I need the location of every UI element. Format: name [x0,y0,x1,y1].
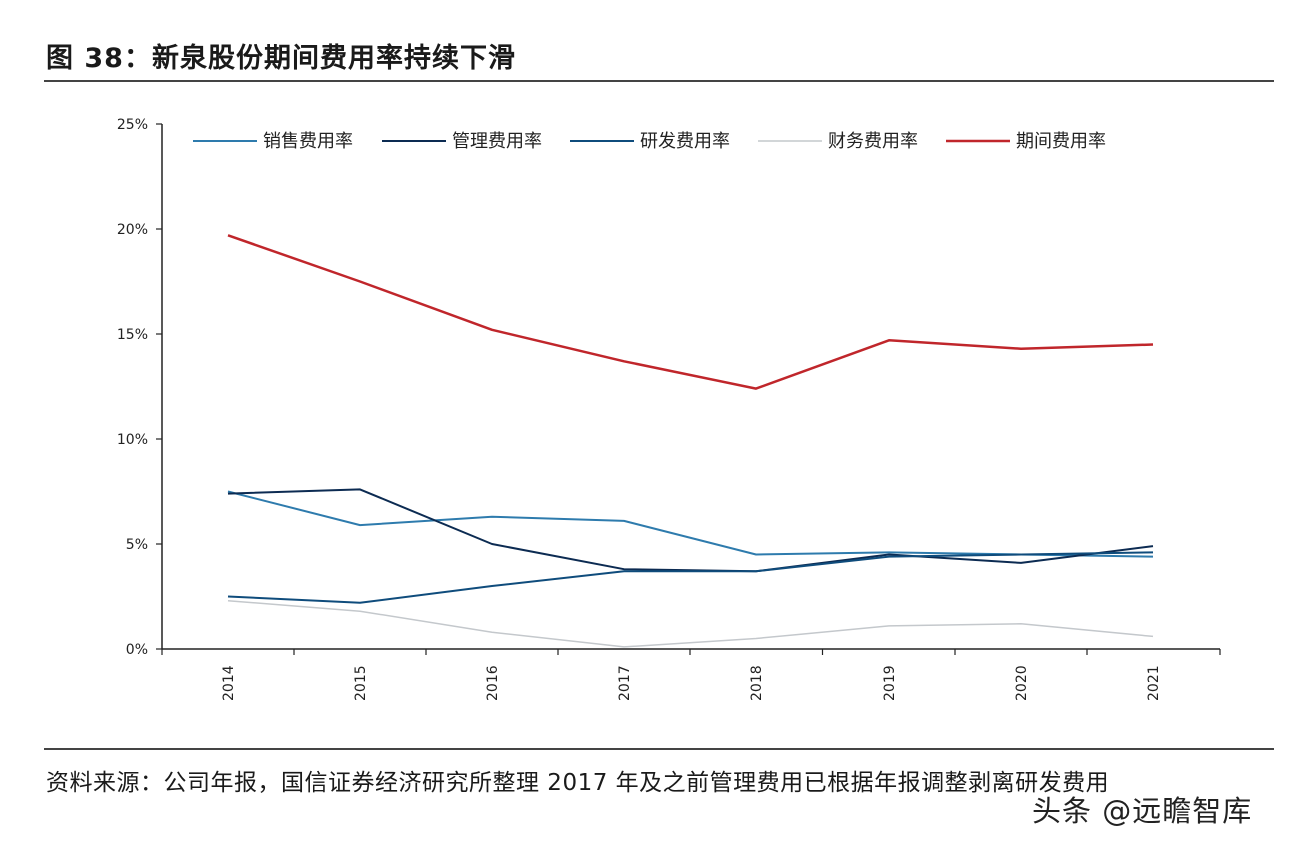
x-tick-label: 2014 [221,665,237,701]
x-tick-label: 2021 [1146,665,1162,701]
legend-label: 研发费用率 [640,131,730,152]
x-tick-label: 2015 [353,665,369,701]
y-tick-label: 5% [126,537,148,553]
y-tick-label: 10% [117,432,148,448]
series-line [227,234,1154,390]
series-line [227,599,1154,648]
y-tick-label: 25% [117,117,148,133]
series-lines [227,234,1154,648]
legend-label: 管理费用率 [452,131,542,152]
x-tick-label: 2016 [485,665,501,701]
source-note: 资料来源：公司年报，国信证券经济研究所整理 2017 年及之前管理费用已根据年报… [46,770,1110,796]
figure-title: 图 38：新泉股份期间费用率持续下滑 [46,43,516,74]
y-tick-labels: 0% 5% 10% 15% 20% 25% [117,117,148,658]
y-tick-label: 20% [117,222,148,238]
source-divider [44,748,1274,750]
x-tick-label: 2017 [617,665,633,701]
y-tick-label: 0% [126,642,148,658]
legend-label: 期间费用率 [1016,131,1106,152]
series-line [227,490,1154,558]
title-divider [44,80,1274,82]
legend: 销售费用率 管理费用率 研发费用率 财务费用率 期间费用率 [193,131,1106,152]
legend-label: 财务费用率 [828,131,918,152]
series-line [227,551,1154,604]
x-tick-label: 2019 [882,665,898,701]
series-line [227,488,1154,573]
y-tick-label: 15% [117,327,148,343]
x-tick-label: 2018 [749,665,765,701]
watermark: 头条 @远瞻智库 [1032,794,1253,828]
chart-axes [156,123,1221,655]
x-tick-labels: 2014 2015 2016 2017 2018 2019 2020 2021 [221,665,1162,701]
x-tick-label: 2020 [1014,665,1030,701]
legend-label: 销售费用率 [263,131,353,152]
